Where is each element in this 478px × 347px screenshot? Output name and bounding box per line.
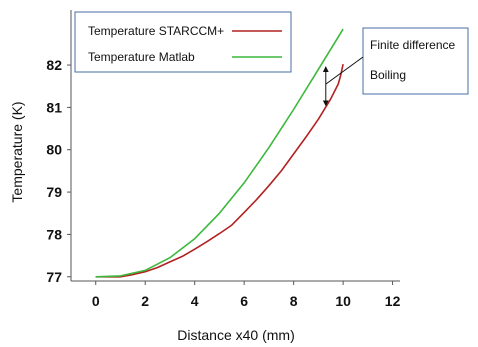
annotation-box	[362, 27, 469, 95]
annotation-pointer-line	[325, 56, 364, 85]
x-axis-label: Distance x40 (mm)	[177, 327, 294, 343]
x-tick-label: 6	[240, 293, 248, 309]
legend-label-starccm: Temperature STARCCM+	[88, 24, 224, 38]
annotation-finite-difference: Finite difference	[370, 38, 455, 52]
y-tick-label: 77	[46, 269, 62, 285]
annotation-boiling: Boiling	[370, 68, 406, 82]
y-axis-label: Temperature (K)	[9, 101, 25, 202]
x-tick-label: 4	[191, 293, 199, 309]
x-tick-label: 12	[385, 293, 401, 309]
series-line-matlab	[95, 28, 344, 278]
x-ticks: 0 2 4 6 8 10 12	[92, 281, 401, 309]
legend-box	[74, 11, 292, 73]
x-tick-label: 8	[290, 293, 298, 309]
y-tick-label: 78	[46, 226, 62, 242]
annotation-arrows	[322, 56, 364, 107]
y-tick-label: 79	[46, 184, 62, 200]
y-tick-label: 81	[46, 99, 62, 115]
x-tick-label: 0	[92, 293, 100, 309]
series-line-starccm	[95, 64, 344, 278]
y-ticks: 77 78 79 80 81 82	[46, 57, 71, 285]
annotation: Finite difference Boiling	[362, 27, 469, 95]
x-tick-label: 10	[335, 293, 351, 309]
x-tick-label: 2	[141, 293, 149, 309]
series-lines	[95, 28, 344, 278]
y-tick-label: 82	[46, 57, 62, 73]
legend: Temperature STARCCM+ Temperature Matlab	[74, 11, 292, 73]
legend-label-matlab: Temperature Matlab	[88, 50, 195, 64]
y-tick-label: 80	[46, 142, 62, 158]
